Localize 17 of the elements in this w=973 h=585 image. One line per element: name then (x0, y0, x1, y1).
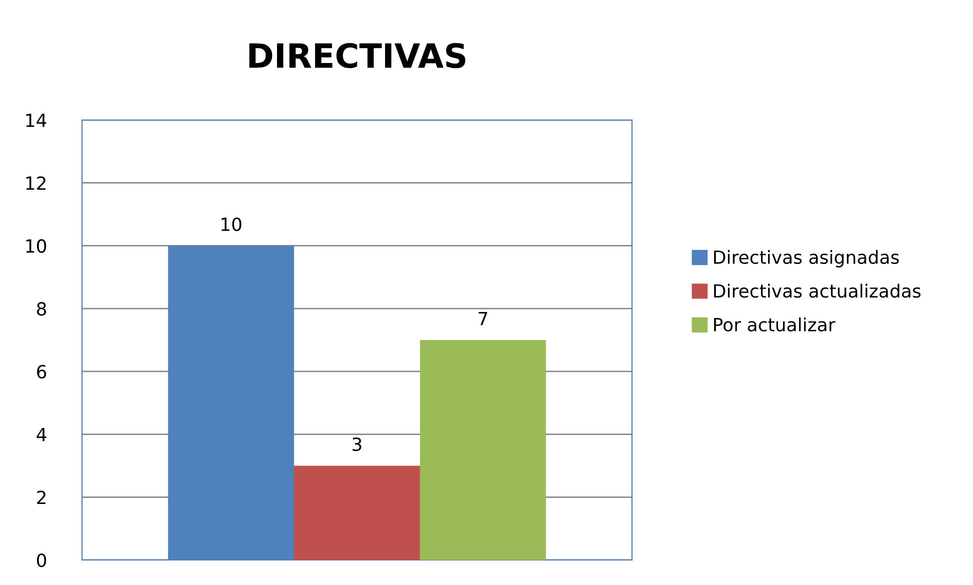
legend-label: Directivas asignadas (714, 250, 899, 268)
data-label: 7 (478, 312, 488, 326)
legend-label: Directivas actualizadas (714, 284, 921, 298)
y-tick-label: 10 (26, 239, 46, 253)
data-label: 10 (222, 217, 242, 232)
y-tick-label: 8 (37, 302, 46, 316)
y-tick-label: 6 (37, 364, 46, 379)
data-label: 3 (352, 437, 362, 452)
bar (420, 340, 546, 560)
y-tick-label: 12 (26, 176, 46, 190)
y-tick-label: 4 (36, 428, 46, 442)
y-tick-label: 14 (26, 114, 46, 127)
legend-label: Por actualizar (714, 317, 836, 332)
bar (294, 466, 420, 560)
y-tick-label: 0 (36, 553, 46, 568)
chart-title: DIRECTIVAS (249, 42, 466, 68)
y-tick-label: 2 (37, 490, 46, 504)
